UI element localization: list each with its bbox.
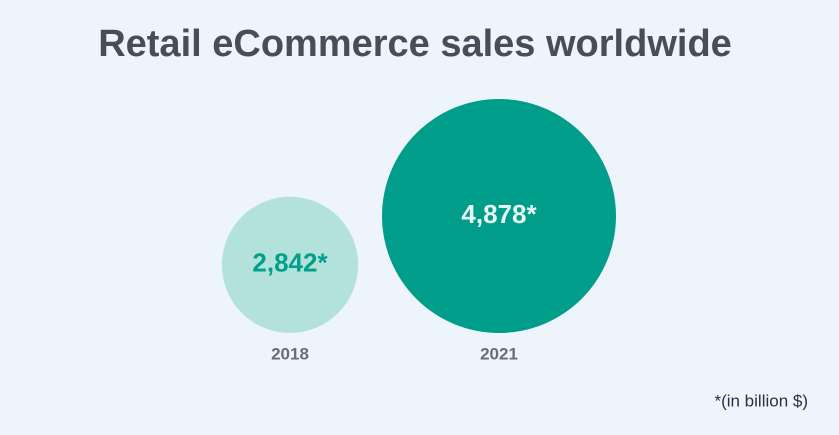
bubble — [221, 196, 359, 333]
note: *(in billion $) — [714, 391, 808, 410]
category-label: 2018 — [271, 344, 309, 363]
value-label: 4,878* — [461, 199, 537, 229]
category-label: 2021 — [480, 344, 518, 363]
bubble — [382, 99, 616, 333]
value-label: 2,842* — [252, 248, 328, 278]
chart-title: Retail eCommerce sales worldwide — [98, 23, 732, 65]
